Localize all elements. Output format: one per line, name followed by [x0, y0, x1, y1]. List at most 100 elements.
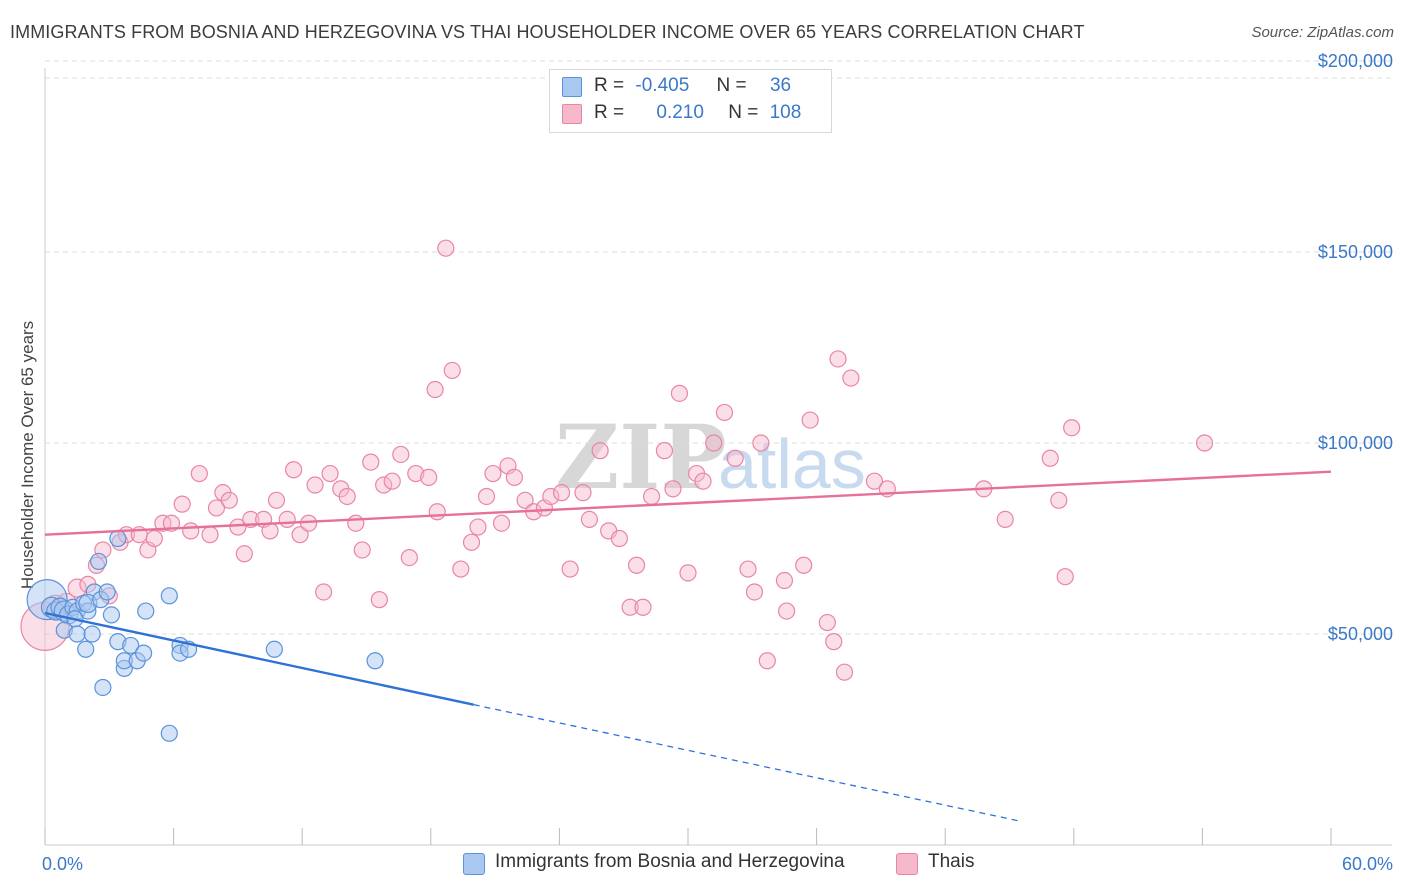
bosnia-trend-extension	[473, 704, 1021, 822]
thais-point	[818, 613, 836, 632]
legend-swatch-bosnia	[562, 77, 582, 97]
bosnia-point	[134, 644, 153, 662]
thais-point	[715, 403, 734, 422]
legend-n-label: N =	[716, 75, 747, 96]
thais-point	[842, 369, 860, 387]
bosnia-point	[94, 678, 112, 697]
thais-point	[261, 522, 279, 540]
legend-swatch-thais	[562, 104, 582, 124]
thais-point	[220, 491, 238, 509]
thais-point	[362, 453, 380, 471]
thais-point	[705, 434, 723, 452]
correlation-legend: R = -0.405 N = 36 R = 0.210 N = 108	[549, 69, 832, 133]
x-tick-label-max: 60.0%	[1342, 854, 1393, 874]
thais-point	[516, 491, 534, 509]
thais-point	[1041, 449, 1059, 467]
watermark: ZIP atlas	[555, 405, 866, 509]
legend-r-value-thais: 0.210	[656, 102, 704, 123]
thais-point	[484, 464, 502, 483]
thais-point	[1050, 491, 1068, 509]
thais-point	[865, 472, 884, 490]
y-tick-label: $50,000	[1328, 624, 1393, 644]
thais-point	[291, 526, 309, 544]
thais-point	[67, 578, 87, 598]
thais-point	[392, 445, 410, 464]
chart-title: IMMIGRANTS FROM BOSNIA AND HERZEGOVINA V…	[10, 22, 1085, 42]
thais-point	[829, 350, 847, 368]
thais-point	[338, 487, 356, 506]
thais-point	[561, 560, 579, 578]
x-axis-tick-labels: 0.0% 60.0%	[42, 854, 1393, 874]
bosnia-point	[160, 587, 178, 605]
bosnia-point	[77, 640, 95, 658]
thais-point	[428, 503, 446, 521]
thais-point	[190, 464, 208, 483]
thais-point	[591, 442, 609, 460]
thais-point	[278, 510, 296, 529]
thais-point	[655, 442, 674, 460]
source-credit: Source: ZipAtlas.com	[1251, 24, 1394, 41]
thais-point	[627, 556, 646, 574]
y-tick-label: $150,000	[1318, 242, 1393, 262]
thais-point	[634, 598, 652, 616]
bosnia-point	[122, 636, 140, 655]
thais-point	[492, 514, 511, 532]
thais-point	[642, 487, 661, 506]
y-axis-label: Householder Income Over 65 years	[18, 321, 37, 589]
thais-point	[795, 556, 813, 574]
thais-point	[739, 560, 757, 578]
bosnia-point	[137, 602, 155, 620]
thais-point	[437, 239, 455, 257]
thais-point	[370, 591, 388, 609]
thais-point	[1195, 434, 1214, 452]
thais-point	[400, 548, 418, 567]
thais-point	[267, 491, 286, 509]
thais-point	[201, 526, 219, 544]
thais-point	[353, 541, 371, 559]
thais-point	[1063, 419, 1081, 437]
bosnia-point	[265, 640, 283, 658]
thais-point	[835, 663, 854, 681]
thais-point	[462, 533, 481, 551]
thais-point	[552, 484, 571, 502]
legend-n-value-thais: 108	[769, 102, 802, 123]
thais-point	[182, 522, 200, 540]
thais-point	[426, 380, 444, 399]
y-tick-label: $100,000	[1318, 433, 1393, 453]
thais-trend-line	[44, 470, 1332, 536]
thais-point	[574, 484, 592, 502]
trend-lines	[44, 470, 1332, 822]
thais-point	[580, 510, 599, 529]
bosnia-point	[68, 625, 86, 643]
thais-point	[347, 514, 365, 532]
thais-point	[801, 411, 819, 429]
thais-point	[469, 518, 487, 536]
bosnia-point	[109, 529, 127, 548]
thais-point	[758, 652, 776, 670]
legend-r-label: R =	[594, 75, 625, 96]
legend-r-value-bosnia: -0.405	[635, 75, 690, 96]
thais-point	[375, 476, 393, 494]
thais-point	[235, 545, 253, 563]
thais-point	[670, 384, 689, 402]
thais-point	[285, 461, 303, 479]
thais-point	[173, 495, 191, 513]
thais-point	[542, 487, 560, 506]
thais-point	[420, 468, 438, 486]
thais-point	[145, 529, 163, 548]
bosnia-point	[102, 606, 121, 624]
thais-point	[306, 476, 324, 494]
series-label-thais: Thais	[928, 851, 975, 872]
thais-point	[777, 602, 796, 620]
bosnia-point	[98, 583, 116, 601]
thais-point	[207, 499, 226, 517]
thais-point	[775, 571, 794, 590]
thais-point	[745, 583, 764, 601]
thais-point	[477, 487, 496, 506]
y-tick-label: $200,000	[1318, 51, 1393, 71]
bosnia-point	[89, 552, 108, 571]
bosnia-point	[83, 625, 101, 643]
thais-point	[825, 633, 843, 651]
series-legend: Immigrants from Bosnia and Herzegovina T…	[0, 851, 1406, 881]
